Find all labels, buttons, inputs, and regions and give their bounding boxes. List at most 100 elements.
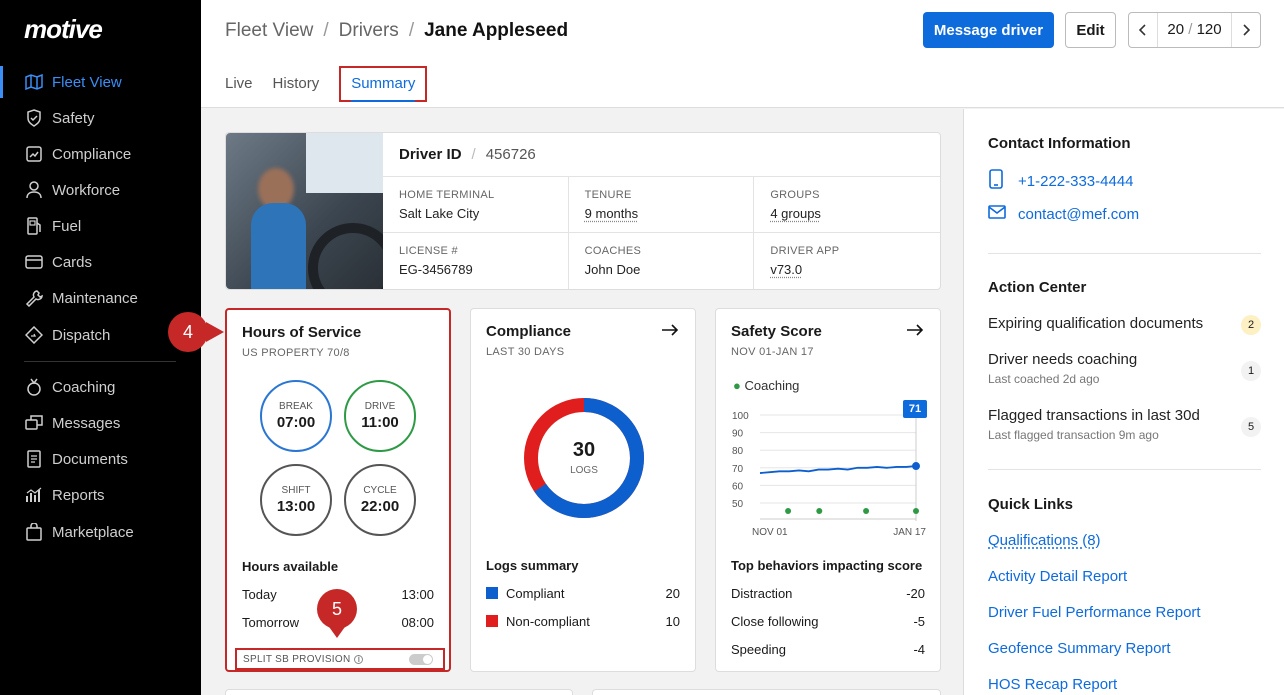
link-geofence-summary[interactable]: Geofence Summary Report [988,640,1171,657]
break-clock: BREAK 07:00 [260,380,332,452]
coaching-point [913,508,919,514]
motive-logo[interactable]: motive [24,14,102,45]
action-item[interactable]: Driver needs coaching Last coached 2d ag… [988,351,1261,386]
sidebar-item-messages[interactable]: Messages [0,407,201,439]
callout-pointer [327,624,347,638]
sidebar-item-label: Messages [52,415,120,432]
fuel-icon [24,216,44,236]
safety-subtitle: NOV 01-JAN 17 [731,346,814,358]
shield-icon [24,108,44,128]
action-item[interactable]: Flagged transactions in last 30d Last fl… [988,407,1261,442]
driver-profile-card: Driver ID / 456726 HOME TERMINAL Salt Lak… [225,132,941,290]
map-icon [24,72,44,92]
driver-photo [226,133,383,289]
sidebar-item-cards[interactable]: Cards [0,246,201,278]
coaching-point [863,508,869,514]
sidebar-item-label: Marketplace [52,524,134,541]
compliance-card: Compliance LAST 30 DAYS 30 LOGS Logs sum… [470,308,696,672]
page-title: Jane Appleseed [424,20,568,42]
sidebar-item-fleet-view[interactable]: Fleet View [0,66,201,98]
x-tick-label: JAN 17 [893,527,926,538]
compliant-row: Compliant 20 [486,586,680,601]
y-tick-label: 50 [732,499,744,510]
behavior-row: Speeding -4 [731,642,925,657]
driver-id-label: Driver ID [399,146,462,163]
action-item[interactable]: Expiring qualification documents 2 [988,315,1261,332]
callout-marker-4: 4 [168,312,208,352]
sidebar-item-marketplace[interactable]: Marketplace [0,516,201,548]
coaching-point [816,508,822,514]
link-hos-recap[interactable]: HOS Recap Report [988,676,1117,693]
pager-position: 20 / 120 [1157,13,1232,47]
dispatch-icon [24,325,44,345]
phone-icon [988,169,1004,194]
edit-button[interactable]: Edit [1065,12,1116,48]
right-panel: Contact Information +1-222-333-4444 cont… [963,109,1284,695]
breadcrumb-drivers[interactable]: Drivers [339,20,399,42]
driver-fields: HOME TERMINAL Salt Lake City TENURE 9 mont… [383,177,940,289]
chart-icon [24,144,44,164]
driver-id-row: Driver ID / 456726 [383,133,940,177]
link-fuel-performance[interactable]: Driver Fuel Performance Report [988,604,1201,621]
breadcrumb-fleet-view[interactable]: Fleet View [225,20,313,42]
count-badge: 1 [1241,361,1261,381]
sidebar-item-coaching[interactable]: Coaching [0,371,201,403]
field-tenure: TENURE 9 months [569,177,755,233]
safety-score-chart: 1009080706050NOV 01 JAN 17 [716,397,942,547]
count-badge: 5 [1241,417,1261,437]
compliance-title: Compliance [486,323,571,340]
sidebar-item-label: Coaching [52,379,115,396]
page-header: Fleet View / Drivers / Jane Appleseed Me… [201,0,1284,108]
sidebar-item-label: Workforce [52,182,120,199]
field-groups[interactable]: GROUPS 4 groups [754,177,940,233]
mail-icon [988,205,1006,224]
sidebar-item-label: Documents [52,451,128,468]
sidebar-item-compliance[interactable]: Compliance [0,138,201,170]
field-license: LICENSE # EG-3456789 [383,233,569,289]
logs-summary-title: Logs summary [486,558,578,573]
link-qualifications[interactable]: Qualifications (8) [988,532,1101,549]
messages-icon [24,413,44,433]
y-tick-label: 100 [732,411,749,422]
tab-history[interactable]: History [273,68,320,100]
sidebar-item-workforce[interactable]: Workforce [0,174,201,206]
message-driver-button[interactable]: Message driver [923,12,1054,48]
field-driver-app[interactable]: DRIVER APP v73.0 [754,233,940,289]
card-icon [24,252,44,272]
behaviors-title: Top behaviors impacting score [731,558,922,573]
tab-summary[interactable]: Summary [339,66,427,102]
callout-marker-5: 5 [317,589,357,629]
bag-icon [24,522,44,542]
link-activity-detail[interactable]: Activity Detail Report [988,568,1127,585]
arrow-right-icon[interactable] [906,321,924,342]
sidebar-item-documents[interactable]: Documents [0,443,201,475]
score-line [760,466,916,473]
info-icon[interactable]: i [354,655,363,664]
contact-email[interactable]: contact@mef.com [988,205,1139,224]
person-icon [24,180,44,200]
chevron-left-icon[interactable] [1129,13,1157,47]
split-sb-provision: SPLIT SB PROVISION i [235,648,445,670]
reports-icon [24,485,44,505]
tab-live[interactable]: Live [225,68,253,100]
hours-available-title: Hours available [242,559,338,574]
contact-phone[interactable]: +1-222-333-4444 [988,169,1134,194]
current-score-point [912,462,920,470]
sidebar-item-fuel[interactable]: Fuel [0,210,201,242]
driver-id-value: 456726 [486,146,536,163]
chevron-right-icon[interactable] [1232,13,1260,47]
field-home-terminal: HOME TERMINAL Salt Lake City [383,177,569,233]
sidebar-item-maintenance[interactable]: Maintenance [0,282,201,314]
sidebar-item-label: Safety [52,110,95,127]
current-score-badge: 71 [903,400,927,418]
sidebar-item-label: Reports [52,487,105,504]
sidebar-item-safety[interactable]: Safety [0,102,201,134]
x-tick-label: NOV 01 [752,527,788,538]
split-sb-toggle[interactable] [409,654,433,665]
arrow-right-icon[interactable] [661,321,679,342]
tab-bar: Live History Summary [225,68,427,104]
coaching-point [785,508,791,514]
breadcrumb: Fleet View / Drivers / Jane Appleseed [225,20,568,42]
sidebar-item-reports[interactable]: Reports [0,479,201,511]
compliance-subtitle: LAST 30 DAYS [486,346,564,358]
